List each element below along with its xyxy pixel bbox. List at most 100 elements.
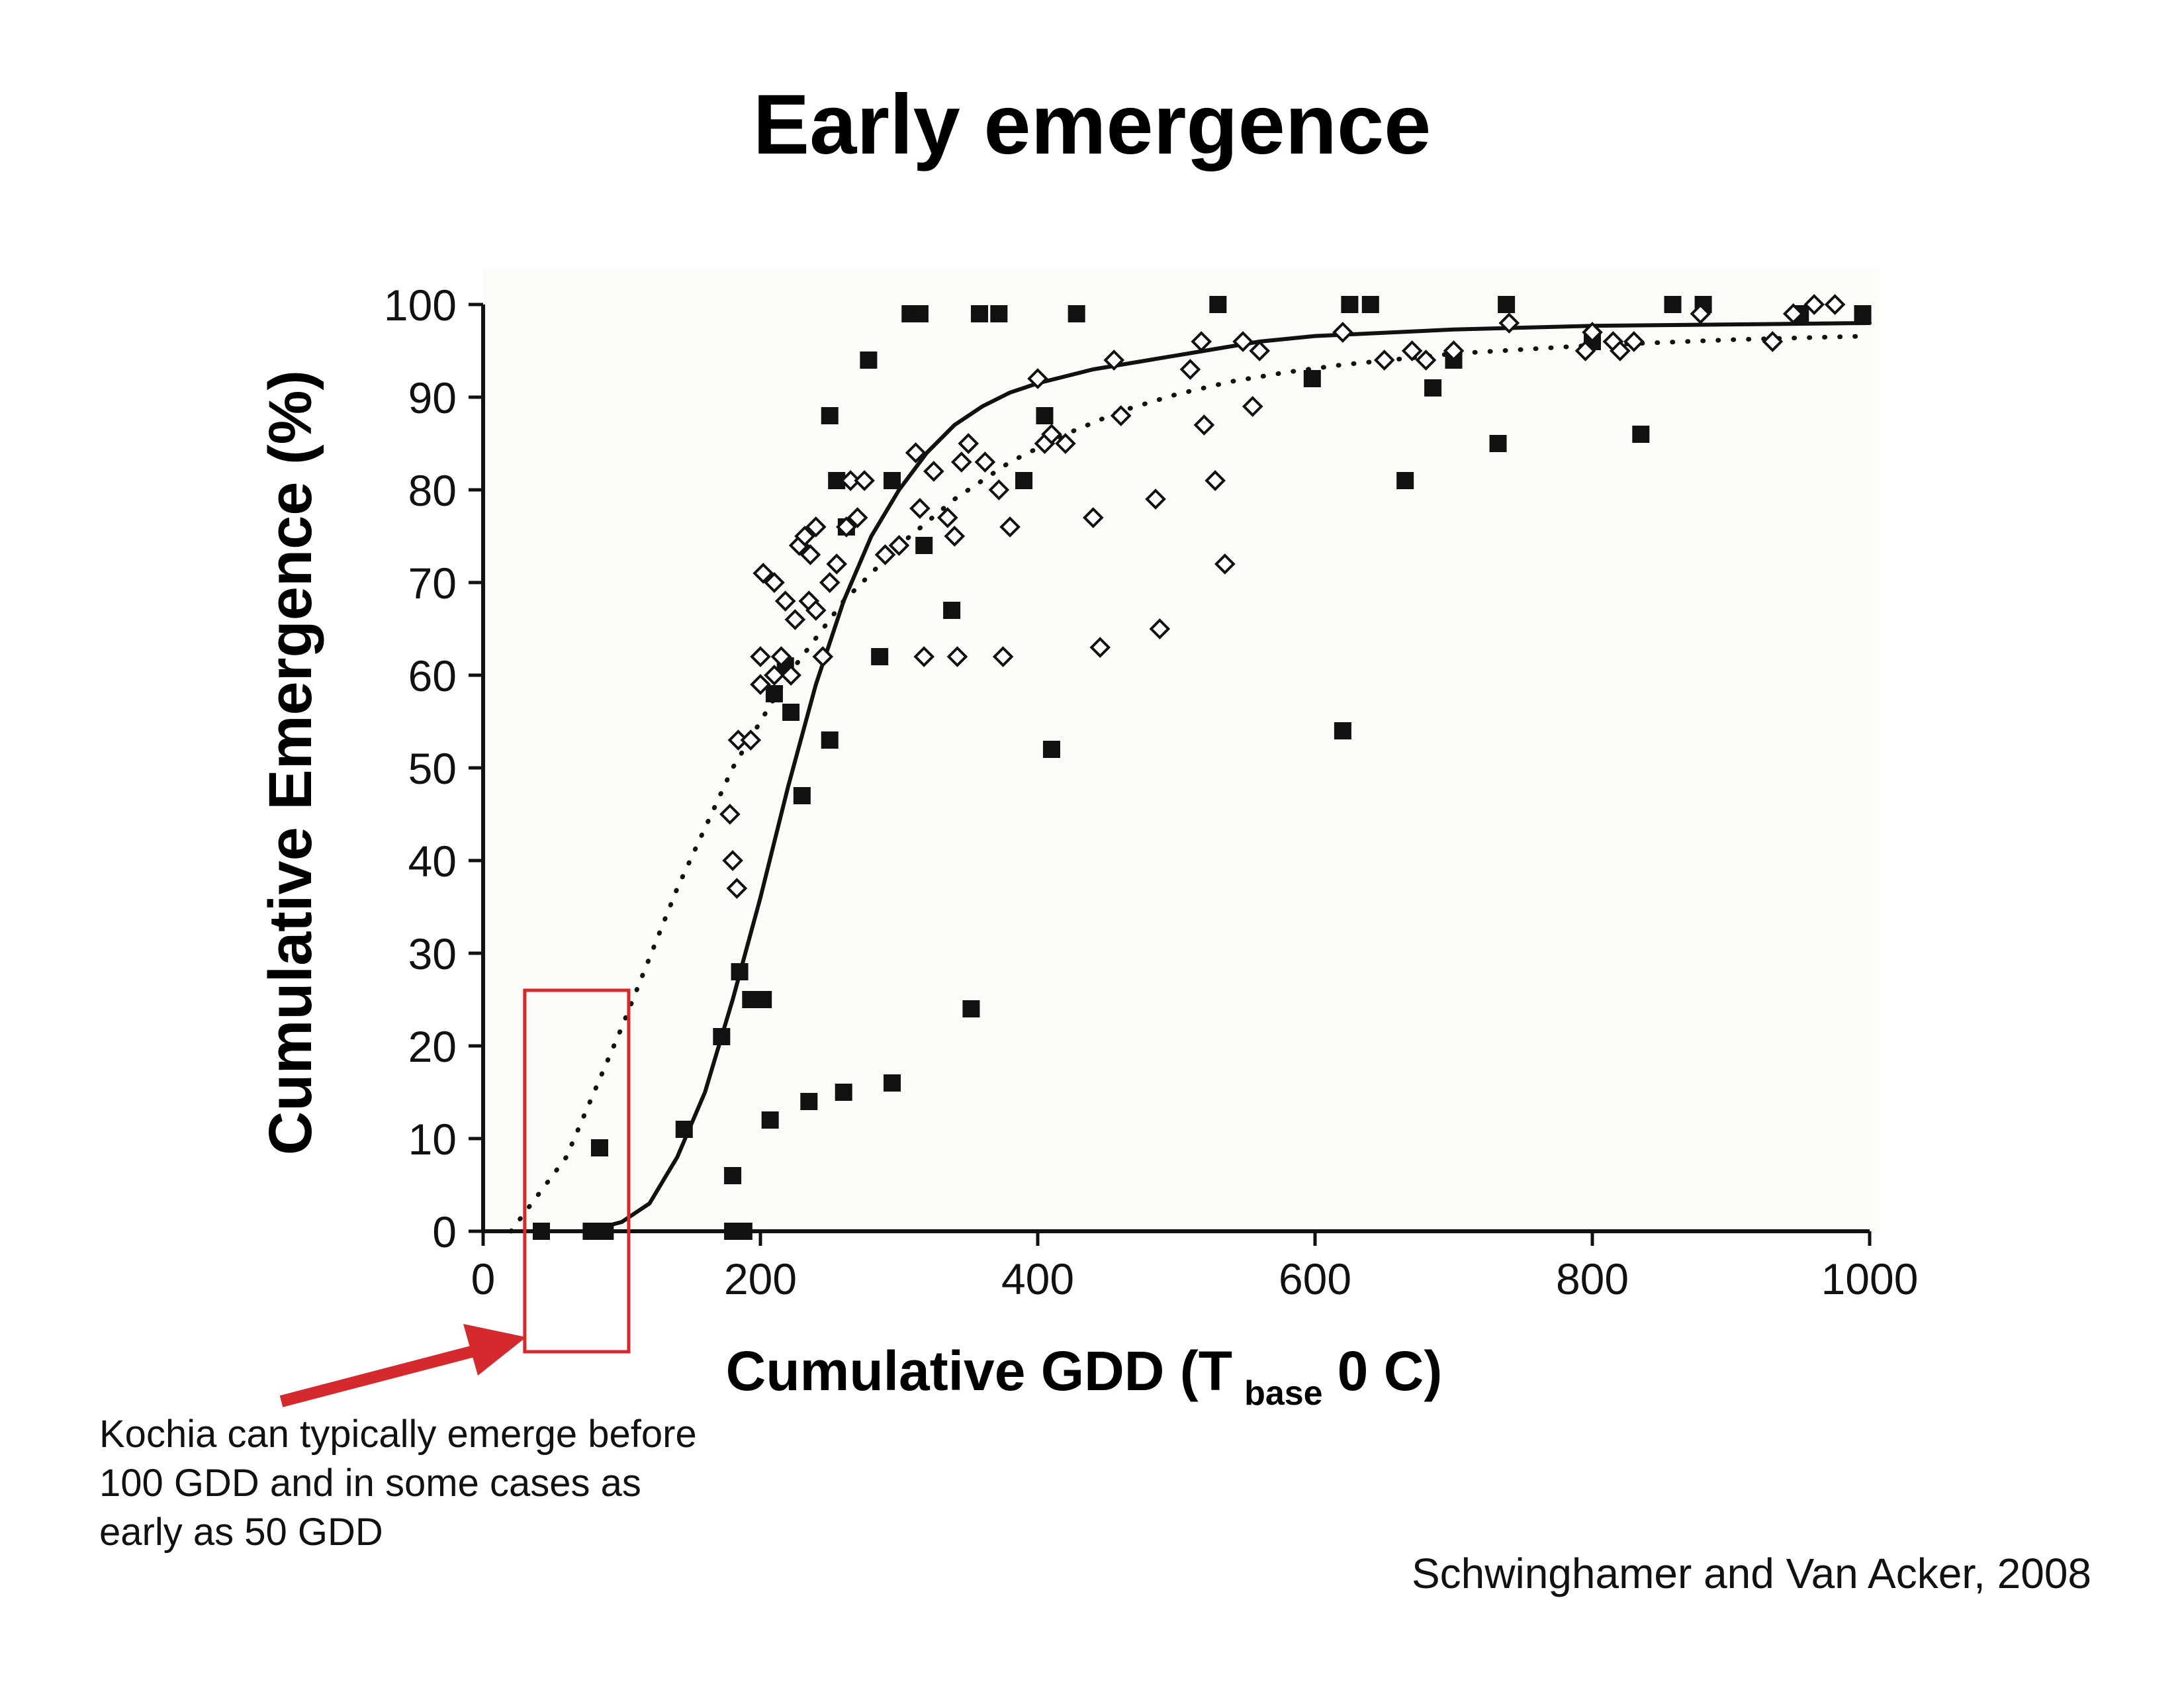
y-tick-label: 80: [408, 466, 457, 515]
y-tick-label: 0: [432, 1207, 457, 1256]
open-diamond-point: [944, 526, 966, 547]
open-diamond-point: [1582, 322, 1603, 343]
open-diamond-point: [799, 544, 821, 565]
filled-square-point: [731, 963, 749, 980]
open-diamond-point: [1082, 507, 1104, 528]
open-diamond-point: [719, 804, 741, 825]
annotation-text: Kochia can typically emerge before 100 G…: [99, 1413, 697, 1554]
filled-square-point: [1489, 435, 1507, 452]
open-diamond-point: [722, 850, 743, 871]
open-diamond-point: [826, 553, 848, 575]
tick-labels: 0 200 400 600 800 1000 0 10 20 30 40 50 60 70 80 90 100: [384, 281, 1919, 1303]
open-diamond-point: [1574, 340, 1596, 361]
filled-square-point: [943, 602, 961, 619]
open-diamond-point: [905, 442, 927, 463]
x-axis-label-sub: base: [1244, 1374, 1323, 1413]
y-tick-label: 20: [408, 1022, 457, 1071]
x-tick-label: 800: [1556, 1254, 1629, 1303]
open-diamond-point: [750, 646, 771, 667]
y-tick-label: 50: [408, 744, 457, 793]
open-diamond-point: [874, 544, 896, 565]
open-diamond-point: [1191, 331, 1212, 352]
open-diamond-point: [1803, 294, 1825, 315]
filled-square-point: [1068, 305, 1085, 322]
filled-square-point: [1341, 296, 1359, 313]
open-diamond-point: [1249, 340, 1271, 361]
open-diamond-point: [999, 516, 1021, 538]
open-diamond-point: [812, 646, 834, 667]
y-tick-label: 30: [408, 929, 457, 978]
filled-square-point: [821, 407, 839, 424]
open-diamond-point: [1242, 396, 1263, 417]
open-diamond-point: [780, 665, 801, 686]
open-diamond-point: [950, 451, 972, 473]
open-diamond-point: [805, 600, 827, 621]
x-tick-label: 1000: [1821, 1254, 1919, 1303]
filled-square-point: [1424, 379, 1442, 397]
filled-square-point: [1303, 370, 1321, 387]
open-diamond-point: [1027, 368, 1048, 389]
filled-square-point: [884, 1074, 901, 1092]
open-diamond-point: [1179, 359, 1201, 380]
open-diamond-point: [836, 516, 857, 538]
filled-square-point: [1664, 296, 1682, 313]
filled-square-point: [675, 1121, 693, 1138]
plot-background: [483, 268, 1880, 1235]
open-diamond-point: [1623, 331, 1645, 352]
y-tick-label: 100: [384, 281, 457, 330]
y-tick-label: 10: [408, 1115, 457, 1164]
open-diamond-point: [1205, 470, 1226, 491]
open-diamond-point: [1782, 303, 1804, 324]
x-tick-label: 400: [1001, 1254, 1074, 1303]
open-diamond-point: [936, 507, 958, 528]
source-citation: Schwinghamer and Van Acker, 2008: [1411, 1550, 2091, 1597]
filled-square-point: [1854, 305, 1872, 322]
filled-square-point: [754, 991, 772, 1008]
chart-title: Early emergence: [752, 77, 1432, 172]
open-diamond-point: [740, 729, 762, 751]
open-diamond-point: [988, 479, 1010, 500]
y-tick-label: 90: [408, 373, 457, 422]
filled-square-point: [1036, 407, 1054, 424]
filled-square-point: [1334, 722, 1351, 739]
filled-square-point: [590, 1139, 608, 1156]
open-diamond-point: [1232, 331, 1253, 352]
open-diamond-point: [1690, 303, 1711, 324]
open-diamond-point: [854, 470, 875, 491]
filled-square-point: [1015, 472, 1033, 489]
open-diamond-point: [909, 498, 931, 519]
filled-square-point: [990, 305, 1008, 322]
x-tick-label: 0: [471, 1254, 496, 1303]
filled-square-point: [860, 352, 878, 369]
filled-square-point: [713, 1028, 731, 1045]
open-diamond-point: [1145, 489, 1166, 510]
open-diamond-point: [923, 461, 944, 482]
data-points: [532, 294, 1872, 1240]
filled-square-point: [761, 1111, 779, 1129]
open-diamond-point: [1149, 618, 1171, 639]
open-diamond-point: [974, 451, 996, 473]
filled-square-point: [1209, 296, 1227, 313]
open-diamond-point: [913, 646, 935, 667]
x-axis-label: Cumulative GDD (T base 0 C): [726, 1340, 1443, 1413]
open-diamond-point: [1415, 350, 1437, 371]
open-diamond-point: [846, 507, 868, 528]
x-axis-label-main: Cumulative GDD (T: [726, 1340, 1232, 1402]
open-diamond-point: [1041, 424, 1062, 445]
open-diamond-point: [1610, 340, 1631, 361]
x-tick-label: 200: [724, 1254, 797, 1303]
open-diamond-point: [752, 563, 774, 584]
filled-square-point: [884, 472, 901, 489]
filled-square-point: [1042, 741, 1060, 758]
y-tick-label: 60: [408, 651, 457, 700]
open-diamond-point: [1498, 312, 1520, 334]
open-diamond-point: [1089, 637, 1111, 658]
filled-square-point: [724, 1167, 742, 1184]
filled-square-point: [1396, 472, 1414, 489]
open-diamond-point: [774, 590, 796, 612]
open-diamond-point: [819, 572, 841, 593]
open-diamond-point: [784, 609, 806, 630]
y-tick-label: 40: [408, 837, 457, 886]
y-tick-label: 70: [408, 559, 457, 608]
